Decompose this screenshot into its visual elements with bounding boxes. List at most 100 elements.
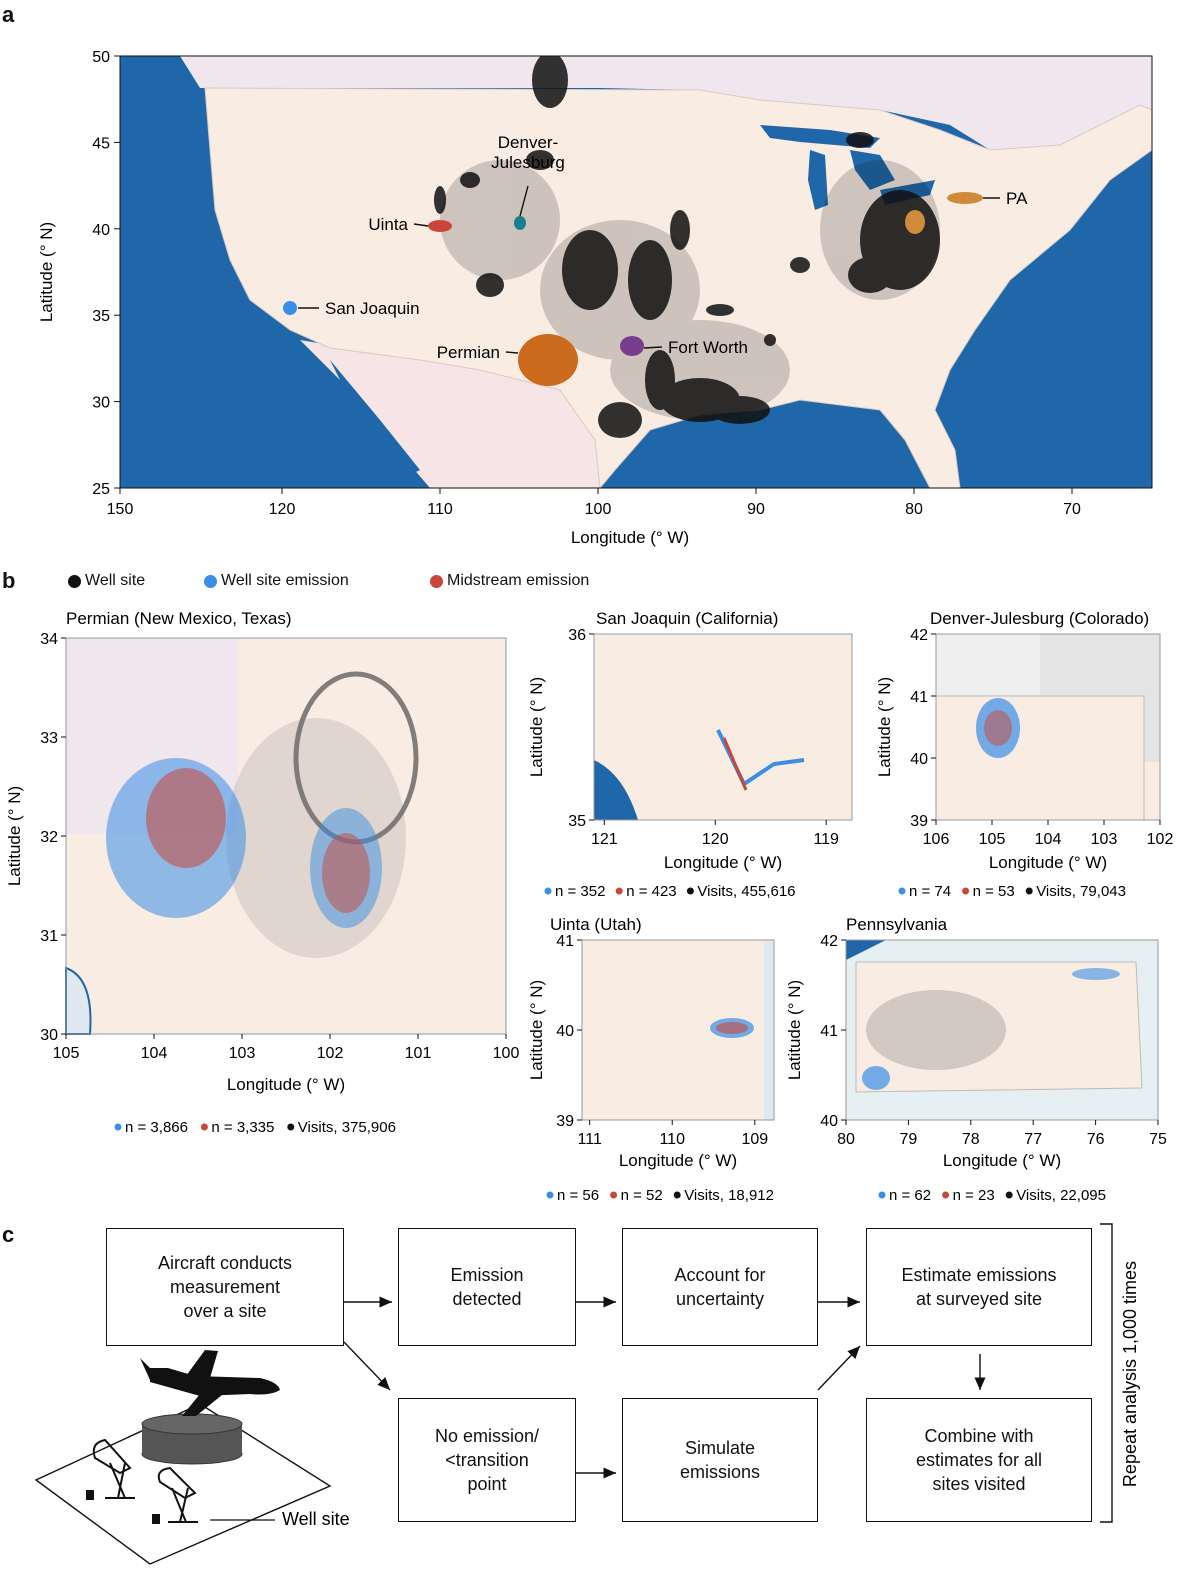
subplot-xlabel: Longitude (° W) bbox=[989, 853, 1107, 872]
xtick-label: 103 bbox=[1091, 831, 1118, 848]
xtick-label: 106 bbox=[923, 831, 950, 848]
marcellus-wells bbox=[866, 990, 1006, 1070]
gulf-of-california bbox=[330, 360, 420, 475]
legend-well-site-marker bbox=[68, 574, 81, 588]
ytick-label: 33 bbox=[40, 730, 58, 747]
subplot-sanjoaquin: San Joaquin (California) 121 120 119 36 35 Lon… bbox=[527, 609, 853, 900]
subplot-title: Denver-Julesburg (Colorado) bbox=[930, 609, 1149, 628]
basin-marker bbox=[620, 336, 644, 356]
box-no-emission: No emission/ <transition point bbox=[398, 1398, 576, 1522]
panel-letter-b: b bbox=[2, 568, 16, 593]
subplot-ylabel: Latitude (° N) bbox=[527, 677, 546, 777]
map-a-ytick-label: 45 bbox=[92, 135, 110, 152]
ytick-label: 42 bbox=[820, 933, 838, 950]
ytick-label: 41 bbox=[820, 1023, 838, 1040]
midland-midstream bbox=[322, 833, 370, 913]
subplot-denver: Denver-Julesburg (Colorado) 106 105 104 103 1… bbox=[875, 609, 1173, 900]
well-site-illustration bbox=[34, 1403, 332, 1565]
map-a-axes: 150 120 110 100 90 80 70 50 45 40 35 30 25 bbox=[92, 49, 1081, 518]
stat-n-well: n = 56 bbox=[557, 1187, 599, 1204]
subplot-title: San Joaquin (California) bbox=[596, 609, 778, 628]
stat-n-mid: n = 53 bbox=[973, 883, 1015, 900]
aircraft-icon bbox=[140, 1350, 280, 1416]
ytick-label: 39 bbox=[910, 813, 928, 830]
ytick-label: 30 bbox=[40, 1027, 58, 1044]
subplot-permian: Permian (New Mexico, Texas) 105 104 103 102 1… bbox=[5, 609, 519, 1136]
stat-dot-well bbox=[114, 1123, 122, 1131]
map-a-xtick-label: 90 bbox=[747, 501, 765, 518]
basin-leader-line bbox=[413, 223, 429, 227]
subplot-title: Uinta (Utah) bbox=[550, 915, 642, 934]
subplot-title: Pennsylvania bbox=[846, 915, 948, 934]
stat-dot-well bbox=[898, 887, 906, 895]
stat-dot-visits bbox=[673, 1191, 681, 1199]
panel-letter-c: c bbox=[2, 1222, 15, 1247]
map-a-ylabel: Latitude (° N) bbox=[37, 222, 56, 322]
stat-visits: Visits, 375,906 bbox=[298, 1119, 396, 1136]
basin-marker bbox=[428, 220, 452, 232]
stat-visits: Visits, 79,043 bbox=[1036, 883, 1126, 900]
subplot-land bbox=[594, 634, 852, 820]
basin-layer: Denver-Julesburg Uinta San Joaquin Permian F… bbox=[283, 133, 1028, 386]
xtick-label: 78 bbox=[962, 1131, 980, 1148]
basin-marker bbox=[947, 192, 983, 204]
ytick-label: 32 bbox=[40, 829, 58, 846]
ytick-label: 40 bbox=[910, 751, 928, 768]
map-a-xlabel: Longitude (° W) bbox=[571, 528, 689, 547]
xtick-label: 104 bbox=[141, 1045, 168, 1062]
stat-dot-well bbox=[546, 1191, 554, 1199]
stat-n-well: n = 352 bbox=[555, 883, 605, 900]
box-emission-detected: Emission detected bbox=[398, 1228, 576, 1346]
ne-pa-emissions bbox=[1072, 968, 1120, 980]
midstream-trend bbox=[722, 737, 748, 791]
xtick-label: 100 bbox=[493, 1045, 520, 1062]
repeat-label: Repeat analysis 1,000 times bbox=[1120, 1261, 1140, 1487]
canada-region bbox=[120, 56, 1152, 150]
subplot-frame bbox=[593, 633, 853, 821]
box-combine-estimates: Combine with estimates for all sites vis… bbox=[866, 1398, 1092, 1522]
ytick-label: 39 bbox=[556, 1113, 574, 1130]
subplot-stats: n = 56 n = 52 Visits, 18,912 bbox=[546, 1187, 774, 1204]
xtick-label: 121 bbox=[591, 831, 618, 848]
map-a-xtick-label: 70 bbox=[1063, 501, 1081, 518]
stat-dot-mid bbox=[200, 1123, 208, 1131]
lake-erie bbox=[846, 940, 886, 960]
ytick-label: 40 bbox=[820, 1113, 838, 1130]
stat-dot-visits bbox=[686, 887, 694, 895]
basin-leader-line bbox=[519, 185, 529, 217]
mexico-region bbox=[300, 340, 600, 488]
basin-marker bbox=[283, 301, 297, 315]
basin-label: Fort Worth bbox=[668, 338, 748, 357]
subplot-ylabel: Latitude (° N) bbox=[785, 980, 804, 1080]
legend-midstream-emission: Midstream emission bbox=[430, 572, 589, 590]
xtick-label: 111 bbox=[578, 1131, 602, 1148]
subplot-ylabel: Latitude (° N) bbox=[527, 980, 546, 1080]
pennsylvania-region bbox=[855, 961, 1143, 1093]
map-a-xtick-label: 80 bbox=[905, 501, 923, 518]
xtick-label: 102 bbox=[1147, 831, 1174, 848]
ytick-label: 31 bbox=[40, 928, 58, 945]
stat-dot-mid bbox=[962, 887, 970, 895]
xtick-label: 105 bbox=[53, 1045, 80, 1062]
basin-leader-line bbox=[643, 346, 663, 349]
box-estimate-emissions: Estimate emissions at surveyed site bbox=[866, 1228, 1092, 1346]
map-a-xtick-label: 120 bbox=[269, 501, 296, 518]
subplot-xlabel: Longitude (° W) bbox=[664, 853, 782, 872]
subplot-uinta: Uinta (Utah) 111 110 109 41 40 39 Longitude (° … bbox=[527, 915, 775, 1204]
xtick-label: 80 bbox=[837, 1131, 855, 1148]
basin-label: Permian bbox=[437, 343, 500, 362]
xtick-label: 102 bbox=[317, 1045, 344, 1062]
xtick-label: 79 bbox=[900, 1131, 918, 1148]
stat-n-mid: n = 52 bbox=[621, 1187, 663, 1204]
subplot-xlabel: Longitude (° W) bbox=[943, 1151, 1061, 1170]
subplots-b: Permian (New Mexico, Texas) 105 104 103 102 1… bbox=[5, 609, 1173, 1204]
xtick-label: 104 bbox=[1035, 831, 1062, 848]
legend-well-site-emission-marker bbox=[204, 574, 217, 588]
subplot-title: Permian (New Mexico, Texas) bbox=[66, 609, 291, 628]
ytick-label: 36 bbox=[568, 627, 586, 644]
oil-field-clusters bbox=[434, 56, 940, 438]
pacific-ocean bbox=[594, 760, 638, 820]
map-a-ytick-label: 25 bbox=[92, 481, 110, 498]
map-a-xtick-label: 150 bbox=[107, 501, 134, 518]
box-account-uncertainty: Account for uncertainty bbox=[622, 1228, 818, 1346]
